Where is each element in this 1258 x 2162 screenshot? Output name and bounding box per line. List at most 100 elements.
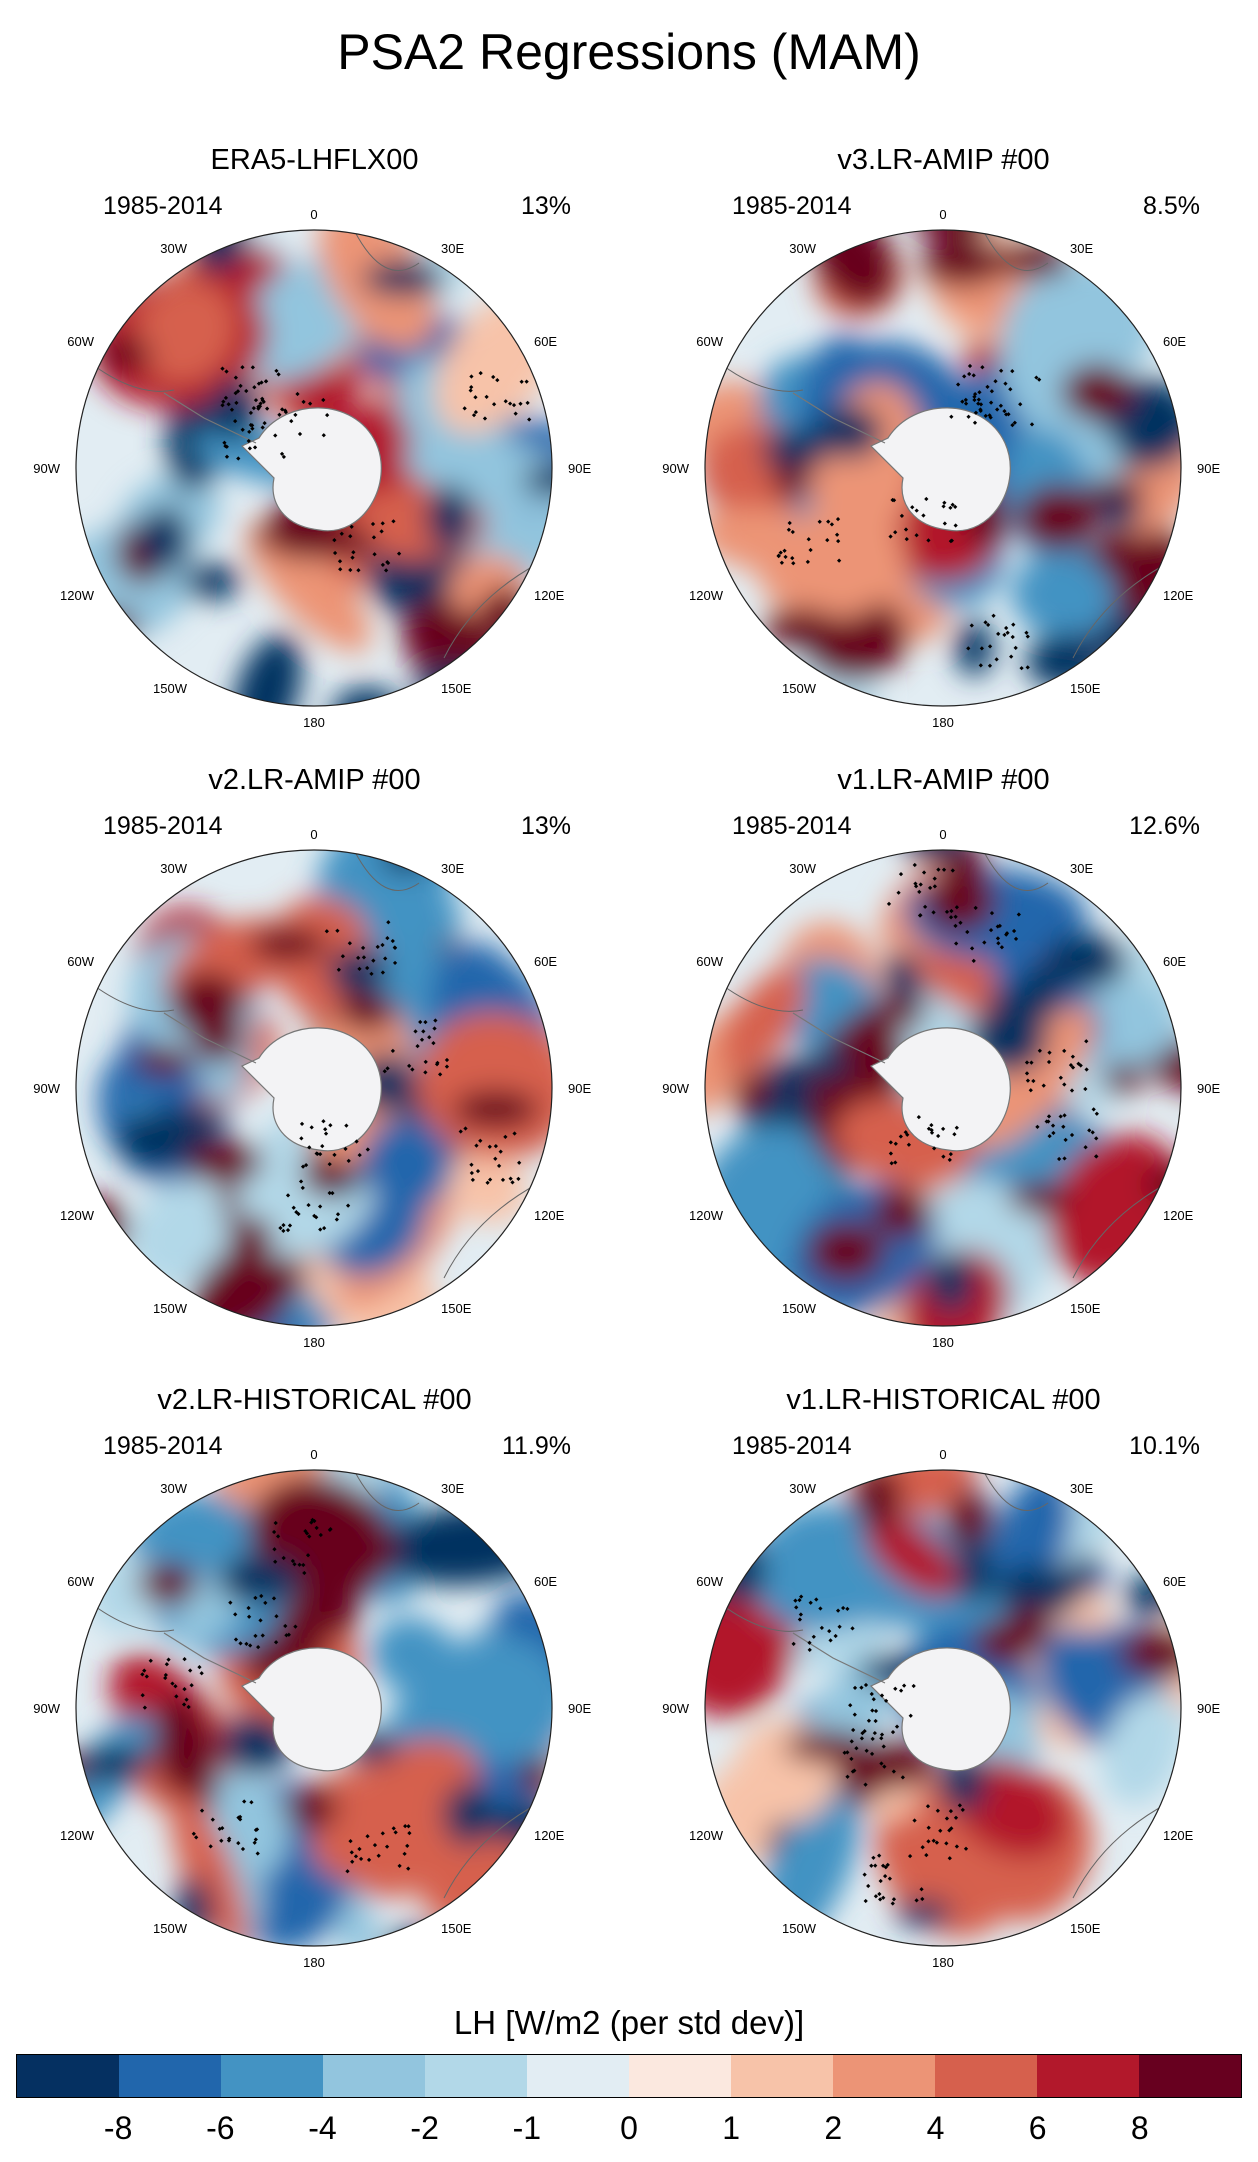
colorbar-swatch	[833, 2055, 935, 2097]
significance-stipple	[886, 862, 1099, 1166]
longitude-label: 30E	[1070, 861, 1093, 876]
panel-variance-pct: 12.6%	[1129, 812, 1200, 840]
longitude-label: 30W	[789, 241, 816, 256]
polar-map: 0 30E 60E 90E 120E 150E 180 150W 120W 90W 60W 30W	[33, 207, 591, 730]
colorbar-swatch	[731, 2055, 833, 2097]
longitude-label: 90W	[33, 1081, 60, 1096]
panel-title: v1.LR-HISTORICAL #00	[786, 1384, 1101, 1416]
australia-coast	[1072, 1802, 1169, 1899]
colorbar-tick-label: 4	[926, 2110, 945, 2146]
longitude-label: 90W	[33, 1701, 60, 1716]
australia-coast	[1072, 562, 1169, 659]
longitude-label: 150W	[153, 1301, 188, 1316]
panel-years: 1985-2014	[732, 1432, 852, 1460]
africa-coast	[353, 850, 420, 892]
longitude-label: 60E	[1163, 1574, 1186, 1589]
panel-title: ERA5-LHFLX00	[210, 144, 419, 176]
longitude-label: 180	[303, 1955, 325, 1970]
antarctica-outline	[240, 1647, 382, 1772]
longitude-label: 150W	[782, 681, 817, 696]
longitude-label: 0	[939, 207, 946, 222]
panel-title: v2.LR-AMIP #00	[208, 764, 421, 796]
longitude-label: 30W	[160, 241, 187, 256]
colorbar-tick-label: 8	[1130, 2110, 1149, 2146]
panel-title: v2.LR-HISTORICAL #00	[157, 1384, 472, 1416]
australia-coast	[443, 1182, 540, 1279]
colorbar	[16, 2054, 1242, 2098]
longitude-label: 90W	[33, 461, 60, 476]
longitude-label: 90E	[1197, 1701, 1220, 1716]
colorbar-tick-label: -8	[103, 2110, 133, 2146]
longitude-label: 90W	[662, 1701, 689, 1716]
antarctica-outline	[869, 1027, 1011, 1152]
longitude-label: 120E	[1163, 1828, 1194, 1843]
australia-coast	[443, 1802, 540, 1899]
figure-title: PSA2 Regressions (MAM)	[337, 24, 921, 80]
longitude-label: 120E	[534, 1828, 565, 1843]
polar-map: 0 30E 60E 90E 120E 150E 180 150W 120W 90W 60W 30W	[662, 1447, 1220, 1970]
longitude-label: 0	[310, 827, 317, 842]
longitude-label: 30E	[441, 861, 464, 876]
longitude-label: 150E	[441, 681, 472, 696]
panel-title: v3.LR-AMIP #00	[837, 144, 1050, 176]
longitude-label: 30W	[160, 1481, 187, 1496]
panel-variance-pct: 10.1%	[1129, 1432, 1200, 1460]
panel-years: 1985-2014	[732, 812, 852, 840]
map-border	[75, 229, 553, 707]
longitude-label: 120W	[60, 1208, 95, 1223]
antarctic-peninsula	[163, 1632, 257, 1684]
map-border	[75, 849, 553, 1327]
polar-map: 0 30E 60E 90E 120E 150E 180 150W 120W 90W 60W 30W	[33, 1447, 591, 1970]
longitude-label: 150E	[1070, 1921, 1101, 1936]
colorbar-swatch	[323, 2055, 425, 2097]
panel-years: 1985-2014	[103, 192, 223, 220]
longitude-label: 30E	[1070, 241, 1093, 256]
antarctic-peninsula	[792, 1012, 886, 1064]
africa-coast	[982, 850, 1049, 892]
longitude-label: 30E	[1070, 1481, 1093, 1496]
longitude-label: 90E	[568, 1701, 591, 1716]
longitude-label: 0	[310, 207, 317, 222]
longitude-label: 90E	[568, 461, 591, 476]
colorbar-tick-label: 1	[722, 2110, 741, 2146]
longitude-label: 150W	[782, 1921, 817, 1936]
longitude-label: 120W	[60, 1828, 95, 1843]
colorbar-swatch	[17, 2055, 119, 2097]
colorbar-tick-label: -2	[410, 2110, 439, 2146]
panel-title: v1.LR-AMIP #00	[837, 764, 1050, 796]
longitude-label: 120W	[689, 1828, 724, 1843]
africa-coast	[353, 1470, 420, 1512]
panel-v1-historical: v1.LR-HISTORICAL #00 1985-2014 10.1% 0 30…	[629, 1383, 1258, 2003]
longitude-label: 120W	[689, 588, 724, 603]
longitude-label: 120E	[534, 588, 565, 603]
longitude-label: 150W	[782, 1301, 817, 1316]
longitude-label: 60W	[696, 334, 723, 349]
longitude-label: 120E	[1163, 1208, 1194, 1223]
longitude-label: 150E	[1070, 681, 1101, 696]
longitude-label: 180	[932, 1955, 954, 1970]
longitude-label: 0	[939, 827, 946, 842]
longitude-label: 60W	[67, 954, 94, 969]
map-border	[75, 1469, 553, 1947]
longitude-label: 0	[939, 1447, 946, 1462]
panel-years: 1985-2014	[732, 192, 852, 220]
panel-variance-pct: 13%	[520, 192, 571, 220]
africa-coast	[982, 1470, 1049, 1512]
longitude-label: 120E	[534, 1208, 565, 1223]
colorbar-swatch	[119, 2055, 221, 2097]
longitude-label: 90E	[1197, 461, 1220, 476]
polar-map: 0 30E 60E 90E 120E 150E 180 150W 120W 90W 60W 30W	[662, 827, 1220, 1350]
panel-variance-pct: 8.5%	[1143, 192, 1200, 220]
longitude-label: 120W	[60, 588, 95, 603]
colorbar-tick-label: -4	[308, 2110, 337, 2146]
colorbar-swatch	[221, 2055, 323, 2097]
colorbar-swatch	[425, 2055, 527, 2097]
longitude-label: 180	[932, 1335, 954, 1350]
longitude-label: 60W	[67, 1574, 94, 1589]
antarctic-peninsula	[792, 392, 886, 444]
colorbar-tick-label: 2	[824, 2110, 843, 2146]
longitude-label: 30E	[441, 1481, 464, 1496]
colorbar-swatch	[527, 2055, 629, 2097]
anomaly-field	[705, 1470, 1181, 1946]
longitude-label: 60E	[534, 954, 557, 969]
